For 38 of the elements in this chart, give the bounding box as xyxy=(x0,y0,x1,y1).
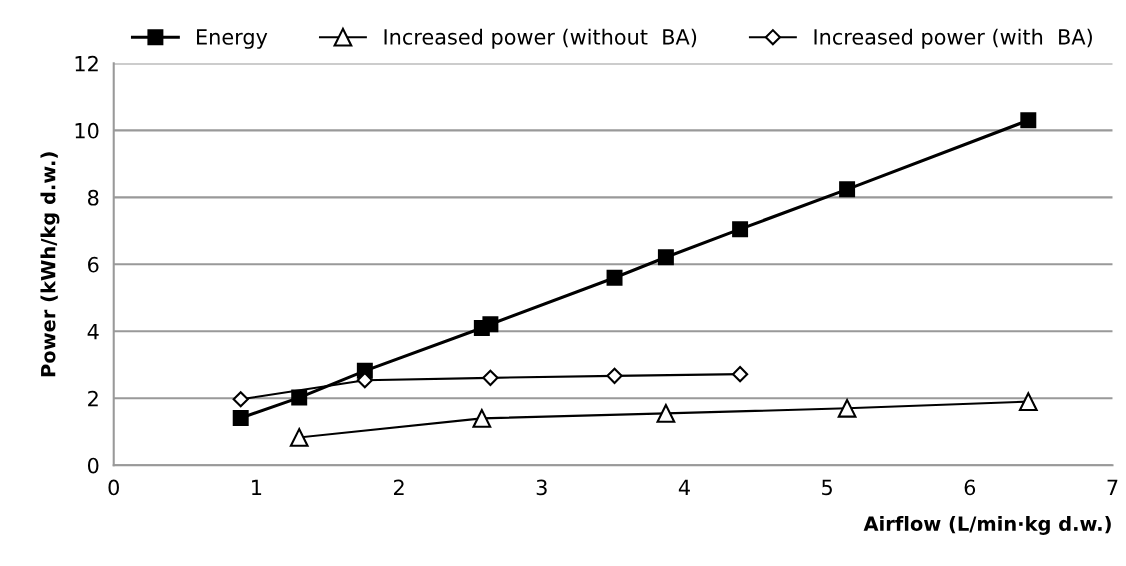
y-tick-label: 0 xyxy=(87,457,99,474)
point xyxy=(356,372,373,389)
point xyxy=(472,408,492,428)
point xyxy=(731,366,749,383)
x-tick-label: 4 xyxy=(678,479,690,495)
point xyxy=(606,269,623,286)
point xyxy=(232,410,249,427)
point xyxy=(606,367,623,384)
point xyxy=(1018,392,1038,411)
y-tick-label: 8 xyxy=(87,189,99,206)
x-tick-label: 7 xyxy=(1107,479,1118,495)
legend-label: Increased power (with BA) xyxy=(814,28,1092,49)
legend-label: Increased power (without BA) xyxy=(384,28,697,49)
y-axis-title: Power (kWh/kg d.w.) xyxy=(40,152,60,377)
point xyxy=(839,181,856,198)
point xyxy=(482,316,499,333)
point xyxy=(289,428,309,447)
x-tick-label: 3 xyxy=(536,479,547,496)
x-axis-title: Airflow (L/min·kg d.w.) xyxy=(863,515,1111,535)
point xyxy=(232,391,249,408)
x-tick-label: 2 xyxy=(393,479,404,495)
point xyxy=(482,369,499,386)
point xyxy=(291,389,308,406)
y-tick-label: 6 xyxy=(88,256,99,273)
point xyxy=(837,398,857,418)
legend-label: Energy xyxy=(197,29,268,49)
y-tick-label: 10 xyxy=(75,122,99,139)
x-tick-label: 0 xyxy=(108,479,119,496)
y-tick-label: 4 xyxy=(87,324,99,340)
y-tick-label: 2 xyxy=(88,390,98,407)
point xyxy=(1020,112,1037,129)
y-tick-label: 12 xyxy=(75,55,98,72)
point xyxy=(732,221,749,238)
point xyxy=(656,403,676,423)
x-tick-label: 6 xyxy=(964,479,976,496)
x-tick-label: 5 xyxy=(822,479,832,496)
point xyxy=(657,249,674,266)
x-tick-label: 1 xyxy=(252,479,262,495)
